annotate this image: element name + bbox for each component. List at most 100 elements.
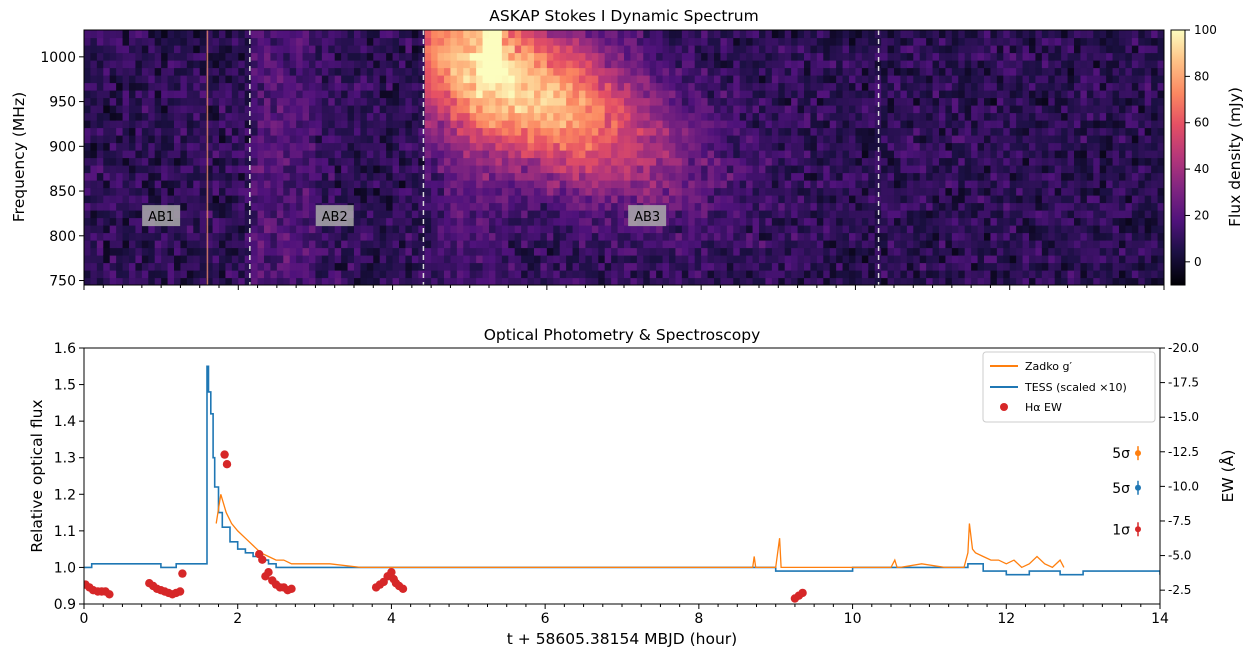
heatmap-cell xyxy=(559,142,567,151)
heatmap-cell xyxy=(919,90,927,99)
heatmap-cell xyxy=(231,255,239,264)
heatmap-cell xyxy=(444,240,452,249)
heatmap-cell xyxy=(521,255,529,264)
heatmap-cell xyxy=(418,127,426,136)
heatmap-cell xyxy=(437,195,445,204)
heatmap-cell xyxy=(135,112,143,121)
heatmap-cell xyxy=(501,135,509,144)
heatmap-cell xyxy=(707,270,715,279)
heatmap-cell xyxy=(791,195,799,204)
heatmap-cell xyxy=(334,180,342,189)
heatmap-cell xyxy=(913,217,921,226)
heatmap-cell xyxy=(791,262,799,271)
heatmap-cell xyxy=(624,52,632,61)
heatmap-cell xyxy=(264,90,272,99)
heatmap-cell xyxy=(180,202,188,211)
heatmap-cell xyxy=(572,120,580,129)
heatmap-cell xyxy=(662,67,670,76)
heatmap-cell xyxy=(1003,195,1011,204)
heatmap-cell xyxy=(206,67,214,76)
heatmap-cell xyxy=(945,187,953,196)
heatmap-cell xyxy=(829,270,837,279)
heatmap-cell xyxy=(816,97,824,106)
heatmap-cell xyxy=(964,82,972,91)
heatmap-cell xyxy=(206,240,214,249)
heatmap-cell xyxy=(778,255,786,264)
heatmap-cell xyxy=(84,112,92,121)
heatmap-cell xyxy=(855,112,863,121)
heatmap-cell xyxy=(431,30,439,39)
heatmap-cell xyxy=(604,52,612,61)
heatmap-cell xyxy=(302,37,310,46)
heatmap-cell xyxy=(354,60,362,69)
heatmap-cell xyxy=(964,150,972,159)
heatmap-cell xyxy=(913,225,921,234)
heatmap-cell xyxy=(180,277,188,285)
heatmap-cell xyxy=(141,90,149,99)
heatmap-cell xyxy=(296,217,304,226)
heatmap-cell xyxy=(778,120,786,129)
heatmap-cell xyxy=(958,112,966,121)
heatmap-cell xyxy=(527,277,535,285)
heatmap-cell xyxy=(116,240,124,249)
heatmap-cell xyxy=(913,172,921,181)
heatmap-cell xyxy=(707,135,715,144)
heatmap-cell xyxy=(289,180,297,189)
heatmap-cell xyxy=(778,172,786,181)
heatmap-cell xyxy=(418,52,426,61)
heatmap-cell xyxy=(630,225,638,234)
heatmap-cell xyxy=(894,232,902,241)
heatmap-cell xyxy=(469,217,477,226)
heatmap-cell xyxy=(804,127,812,136)
heatmap-cell xyxy=(495,150,503,159)
heatmap-cell xyxy=(572,150,580,159)
heatmap-cell xyxy=(572,45,580,54)
heatmap-cell xyxy=(572,105,580,114)
heatmap-cell xyxy=(154,112,162,121)
heatmap-cell xyxy=(951,150,959,159)
heatmap-cell xyxy=(868,157,876,166)
heatmap-cell xyxy=(559,67,567,76)
heatmap-cell xyxy=(585,90,593,99)
heatmap-cell xyxy=(334,112,342,121)
heatmap-cell xyxy=(283,97,291,106)
heatmap-cell xyxy=(765,180,773,189)
heatmap-cell xyxy=(804,255,812,264)
heatmap-cell xyxy=(836,225,844,234)
heatmap-cell xyxy=(424,172,432,181)
heatmap-cell xyxy=(199,157,207,166)
heatmap-cell xyxy=(553,105,561,114)
heatmap-cell xyxy=(656,165,664,174)
heatmap-cell xyxy=(900,120,908,129)
heatmap-cell xyxy=(141,135,149,144)
heatmap-cell xyxy=(212,165,220,174)
heatmap-cell xyxy=(778,105,786,114)
heatmap-cell xyxy=(96,247,104,256)
heatmap-cell xyxy=(868,45,876,54)
heatmap-cell xyxy=(450,142,458,151)
heatmap-cell xyxy=(630,112,638,121)
heatmap-cell xyxy=(861,67,869,76)
heatmap-cell xyxy=(816,172,824,181)
heatmap-cell xyxy=(791,165,799,174)
heatmap-cell xyxy=(161,255,169,264)
heatmap-cell xyxy=(489,90,497,99)
heatmap-cell xyxy=(431,195,439,204)
heatmap-cell xyxy=(836,180,844,189)
heatmap-cell xyxy=(868,82,876,91)
heatmap-cell xyxy=(823,172,831,181)
heatmap-cell xyxy=(771,120,779,129)
heatmap-cell xyxy=(392,210,400,219)
heatmap-cell xyxy=(521,60,529,69)
heatmap-cell xyxy=(289,172,297,181)
heatmap-cell xyxy=(964,127,972,136)
heatmap-cell xyxy=(971,240,979,249)
heatmap-cell xyxy=(264,60,272,69)
heatmap-cell xyxy=(971,45,979,54)
heatmap-cell xyxy=(219,30,227,39)
heatmap-cell xyxy=(411,180,419,189)
heatmap-cell xyxy=(129,150,137,159)
heatmap-cell xyxy=(373,67,381,76)
heatmap-cell xyxy=(707,67,715,76)
heatmap-cell xyxy=(656,225,664,234)
